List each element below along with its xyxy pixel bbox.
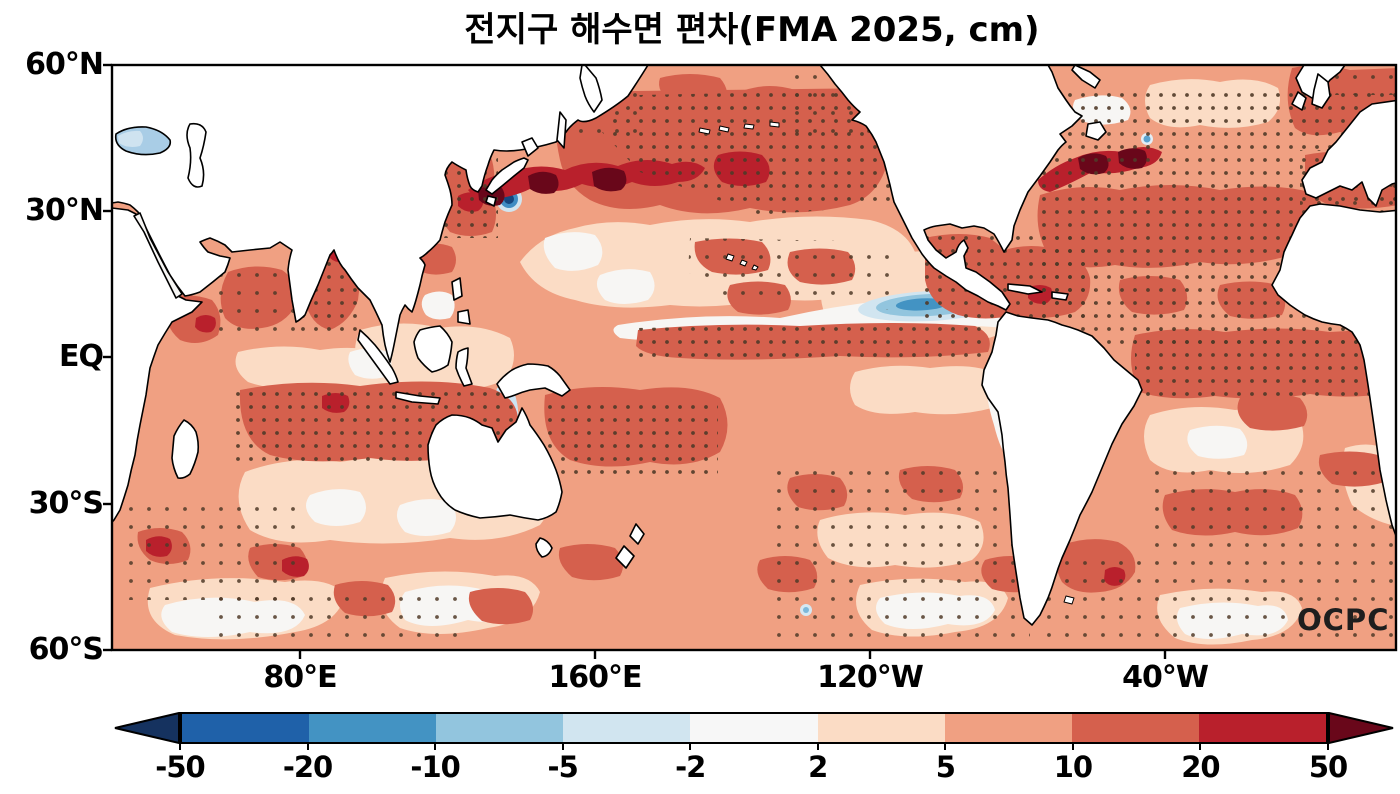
- ocpc-watermark: OCPC: [1297, 603, 1390, 637]
- land-masses: [112, 65, 1396, 626]
- colorbar-tick-mark: [944, 742, 947, 750]
- colorbar-segment: [1198, 714, 1326, 742]
- x-tick-label-40w: 40°W: [1122, 660, 1209, 695]
- colorbar-tick-label: -50: [155, 750, 205, 784]
- colorbar-tick-label: 20: [1181, 750, 1220, 784]
- colorbar-tick-marks: [179, 742, 1329, 750]
- colorbar: [112, 712, 1396, 744]
- y-tick-label-eq: EQ: [59, 339, 104, 374]
- colorbar-tick-label: -2: [675, 750, 706, 784]
- colorbar-tick-mark: [689, 742, 692, 750]
- colorbar-tick-label: 5: [935, 750, 956, 784]
- x-tick-label-120w: 120°W: [817, 660, 924, 695]
- colorbar-tick-label: -20: [282, 750, 333, 784]
- colorbar-tick-label: 50: [1308, 750, 1348, 784]
- colorbar-tick-label: -5: [547, 750, 579, 784]
- colorbar-tick-mark: [1199, 742, 1202, 750]
- colorbar-tick-mark: [1327, 742, 1329, 750]
- colorbar-tick-label: 10: [1053, 750, 1093, 784]
- colorbar-segment: [182, 714, 310, 742]
- colorbar-segment: [563, 714, 691, 742]
- y-tick-label-60s: 60°S: [28, 632, 104, 667]
- colorbar-tick-mark: [1071, 742, 1074, 750]
- y-tick-label-30n: 30°N: [25, 193, 104, 228]
- colorbar-tick-label: 2: [808, 750, 828, 784]
- colorbar-tick-mark: [816, 742, 819, 750]
- map-layers: [112, 65, 1396, 650]
- y-tick-label-30s: 30°S: [28, 486, 104, 521]
- colorbar-tick-mark: [306, 742, 309, 750]
- axis-ticks: [103, 63, 1167, 659]
- y-tick-label-60n: 60°N: [25, 47, 104, 82]
- colorbar-tick-mark: [179, 742, 181, 750]
- x-tick-label-80e: 80°E: [263, 660, 337, 695]
- colorbar-segment: [944, 714, 1072, 742]
- chart-title: 전지구 해수면 편차(FMA 2025, cm): [464, 10, 1040, 50]
- lakes: [114, 122, 207, 188]
- x-tick-label-160e: 160°E: [548, 660, 642, 695]
- colorbar-segments: [180, 712, 1328, 744]
- colorbar-segment: [817, 714, 945, 742]
- colorbar-tick-mark: [434, 742, 437, 750]
- colorbar-segment: [1071, 714, 1199, 742]
- colorbar-left-arrow: [114, 712, 180, 744]
- colorbar-tick-mark: [561, 742, 564, 750]
- colorbar-tick-labels: -50 -20 -10 -5 -2 2 5 10 20 50: [155, 750, 1348, 786]
- colorbar-tick-label: -10: [410, 750, 460, 784]
- colorbar-right-arrow: [1328, 712, 1394, 744]
- colorbar-segment: [436, 714, 564, 742]
- colorbar-segment: [690, 714, 818, 742]
- colorbar-segment: [309, 714, 437, 742]
